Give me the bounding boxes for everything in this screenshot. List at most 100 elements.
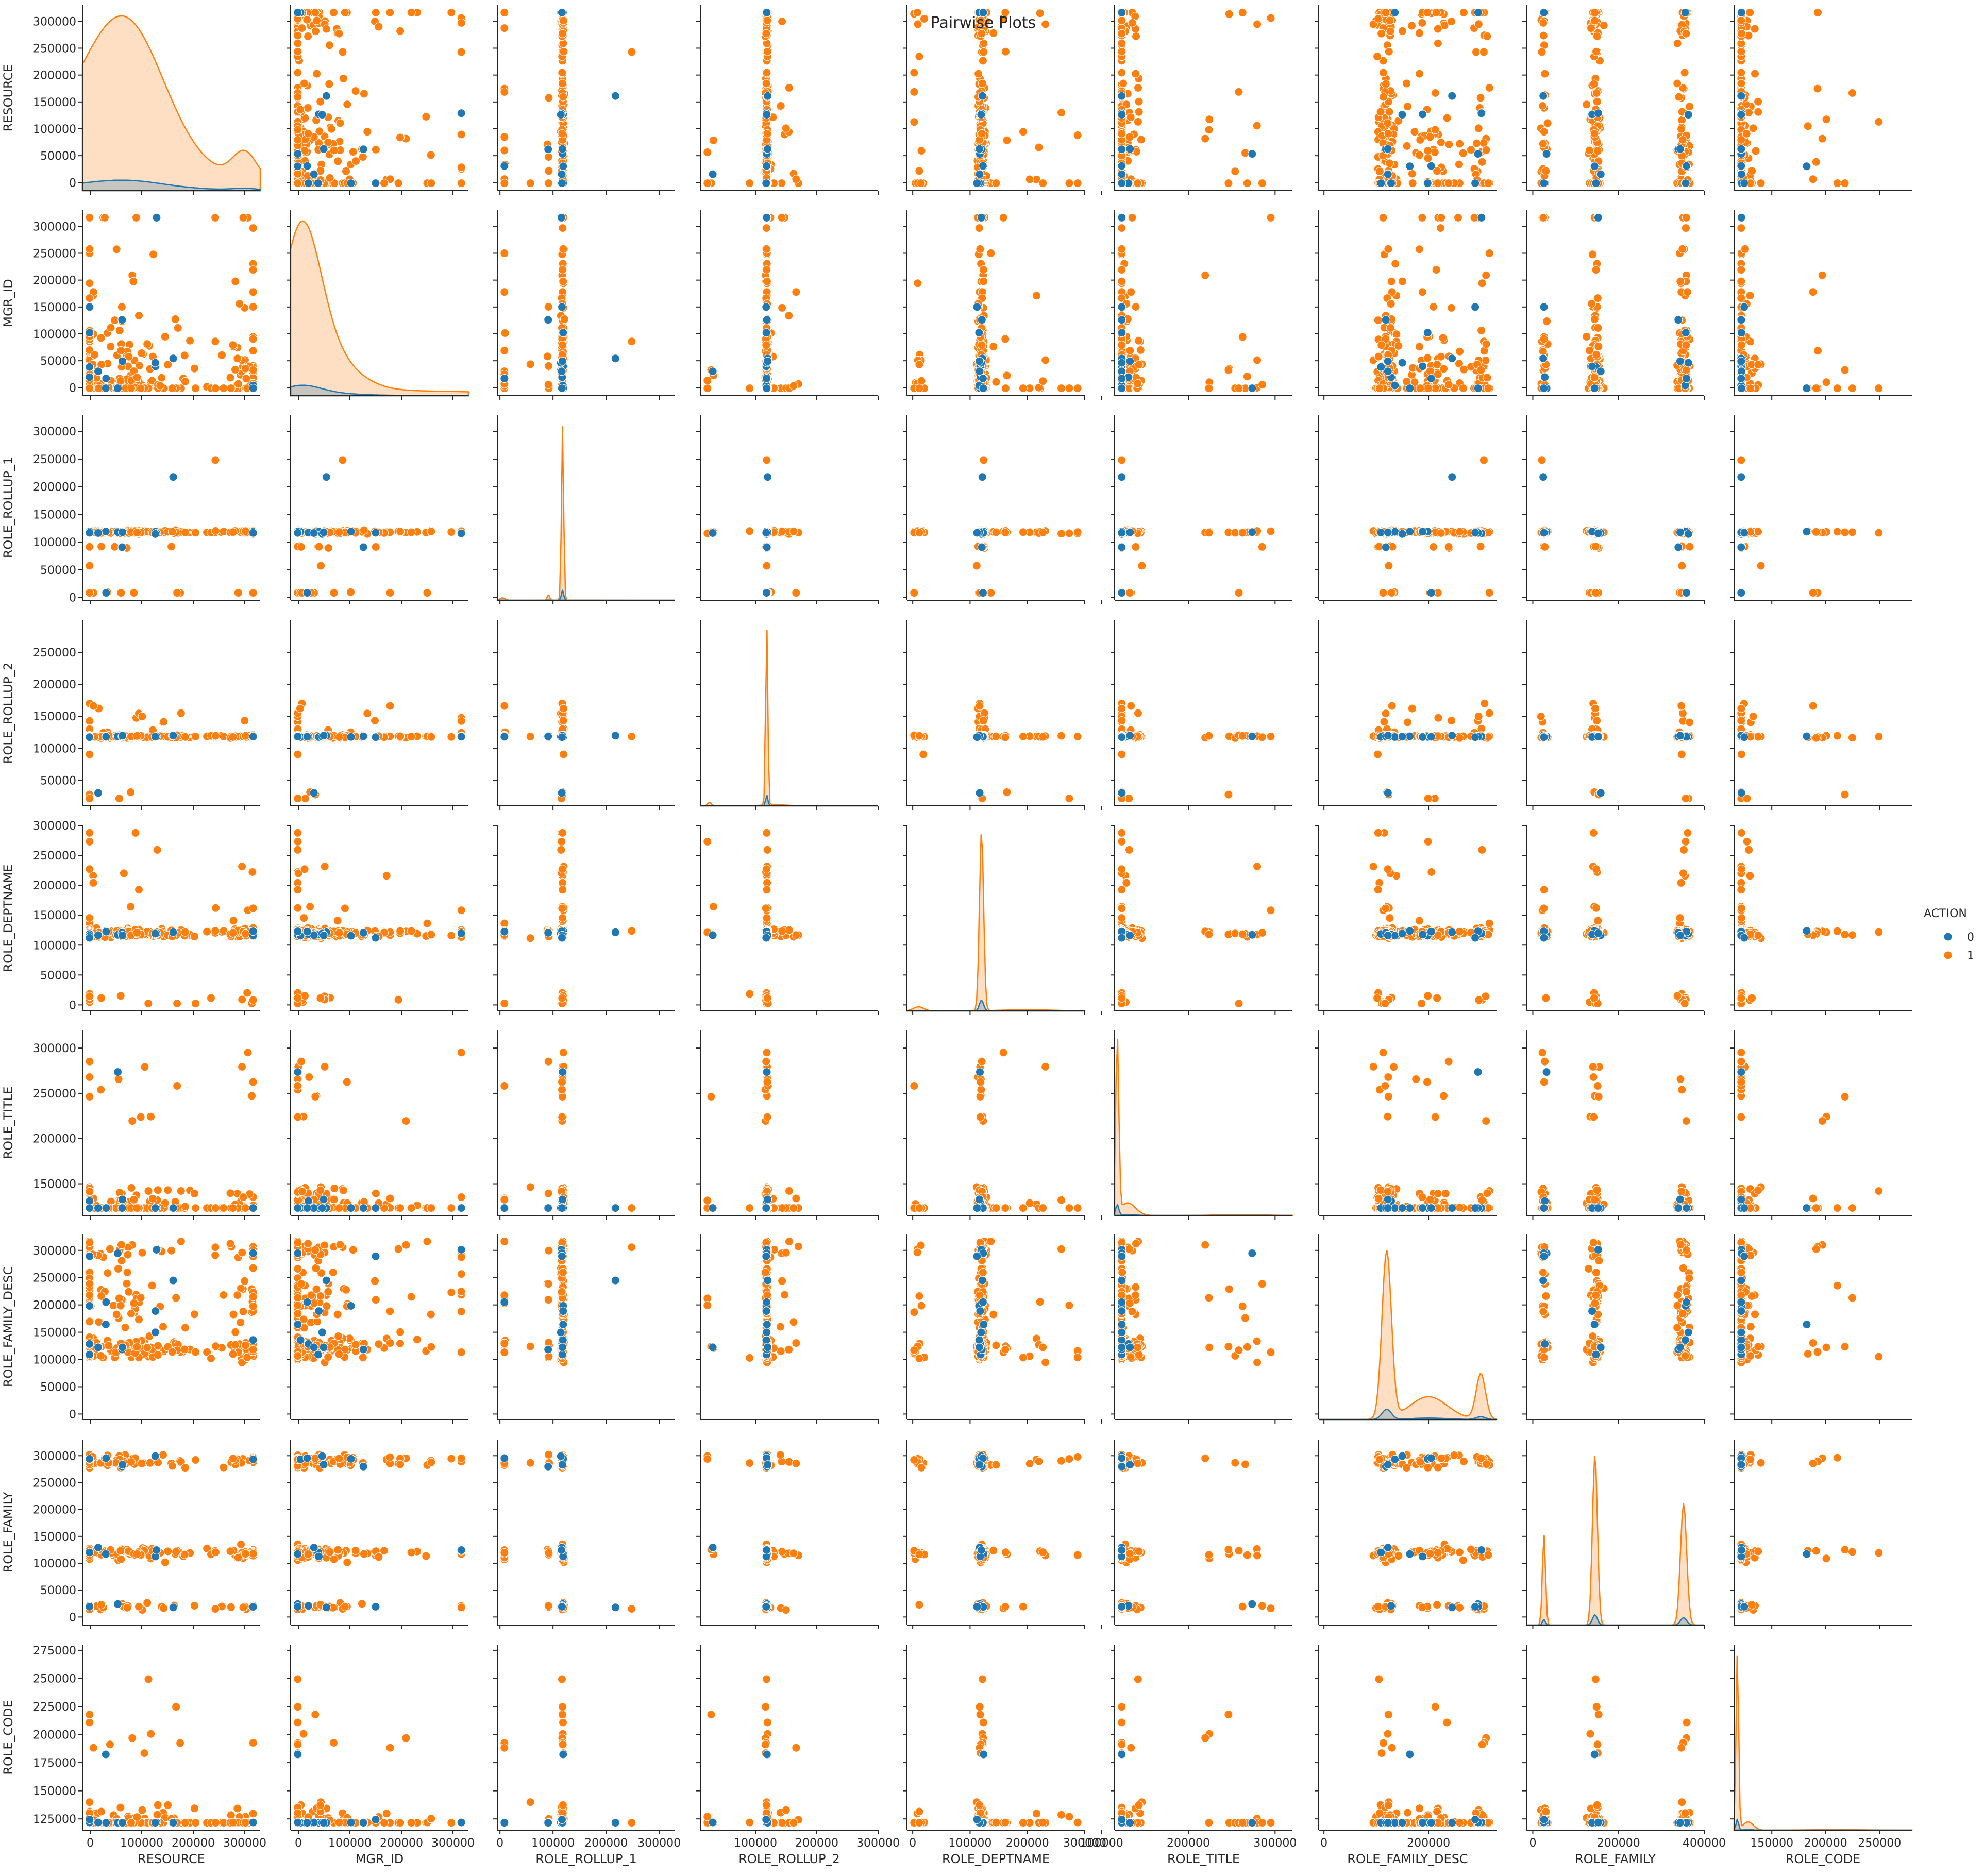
point-action-1 <box>558 265 567 275</box>
point-action-0 <box>150 358 160 367</box>
point-action-0 <box>309 170 318 179</box>
point-action-1 <box>792 288 801 297</box>
point-action-1 <box>371 145 380 154</box>
point-action-1 <box>325 173 334 182</box>
panel-mgr_id-vs-role_deptname <box>903 210 1085 400</box>
point-action-1 <box>134 311 143 320</box>
point-action-1 <box>500 288 509 297</box>
point-action-1 <box>1266 13 1275 23</box>
point-action-1 <box>191 528 200 537</box>
point-action-1 <box>976 244 985 253</box>
point-action-1 <box>137 349 146 358</box>
point-action-0 <box>762 8 771 17</box>
point-action-1 <box>1398 277 1407 286</box>
point-action-1 <box>1674 92 1684 102</box>
point-action-1 <box>1117 39 1126 48</box>
y-tick-label: 50000 <box>40 355 76 368</box>
point-action-1 <box>763 47 772 56</box>
point-action-0 <box>152 213 161 222</box>
point-action-1 <box>1737 265 1746 275</box>
point-action-1 <box>1592 47 1601 56</box>
point-action-1 <box>385 588 395 598</box>
point-action-0 <box>313 179 323 188</box>
y-tick-label: 100000 <box>33 328 76 341</box>
point-action-1 <box>180 351 189 360</box>
point-action-0 <box>1539 8 1549 17</box>
point-action-1 <box>989 342 998 351</box>
point-action-0 <box>978 91 987 100</box>
point-action-1 <box>1073 179 1082 188</box>
point-action-1 <box>1538 102 1547 110</box>
point-action-1 <box>1134 107 1144 116</box>
point-action-1 <box>1134 336 1144 345</box>
kde-area-action-0 <box>497 589 675 601</box>
point-action-0 <box>708 367 717 376</box>
point-action-1 <box>1678 244 1687 253</box>
point-action-1 <box>1136 135 1146 144</box>
point-action-1 <box>1813 346 1822 356</box>
point-action-0 <box>557 367 566 376</box>
y-tick-label: 0 <box>69 592 76 605</box>
point-action-1 <box>1131 69 1140 78</box>
point-action-1 <box>1472 47 1481 57</box>
point-action-0 <box>302 588 312 598</box>
point-action-1 <box>763 129 772 138</box>
point-action-1 <box>1201 134 1210 143</box>
point-action-1 <box>447 8 456 17</box>
point-action-1 <box>1444 179 1453 188</box>
point-action-1 <box>977 129 986 138</box>
point-action-1 <box>1429 302 1438 311</box>
point-action-1 <box>173 588 182 598</box>
point-action-1 <box>1431 125 1440 134</box>
point-action-1 <box>117 302 126 311</box>
point-action-1 <box>910 87 919 96</box>
point-action-0 <box>1737 357 1746 366</box>
point-action-1 <box>1485 249 1494 258</box>
point-action-1 <box>1128 213 1137 222</box>
point-action-1 <box>1425 132 1435 142</box>
point-action-1 <box>85 294 94 303</box>
point-action-1 <box>106 342 115 351</box>
point-action-1 <box>1117 47 1126 56</box>
point-action-1 <box>106 323 115 332</box>
point-action-1 <box>1808 175 1818 184</box>
point-action-1 <box>1742 129 1751 138</box>
point-action-1 <box>1418 288 1427 297</box>
point-action-0 <box>1376 179 1386 188</box>
point-action-1 <box>1592 97 1602 106</box>
point-action-1 <box>1041 20 1050 29</box>
point-action-0 <box>150 529 160 538</box>
point-action-0 <box>371 528 380 537</box>
panel-resource-vs-role_rollup_2 <box>696 5 879 195</box>
point-action-1 <box>1425 367 1435 376</box>
point-action-0 <box>1398 110 1407 120</box>
point-action-1 <box>1387 277 1396 286</box>
point-action-0 <box>544 145 553 154</box>
point-action-1 <box>190 364 199 373</box>
point-action-1 <box>371 543 380 551</box>
point-action-1 <box>1415 69 1424 78</box>
point-action-1 <box>1588 250 1597 259</box>
point-action-1 <box>1751 146 1760 156</box>
point-action-1 <box>211 384 220 393</box>
point-action-1 <box>1447 17 1456 26</box>
point-action-1 <box>1539 31 1548 40</box>
point-action-1 <box>1131 302 1140 311</box>
point-action-0 <box>978 161 987 171</box>
point-action-1 <box>500 346 509 355</box>
point-action-0 <box>1117 110 1126 120</box>
point-action-1 <box>1747 166 1756 176</box>
point-action-1 <box>1065 179 1074 188</box>
point-action-1 <box>329 146 339 155</box>
point-action-1 <box>500 87 509 96</box>
point-action-1 <box>1416 135 1425 144</box>
point-action-1 <box>1590 16 1600 25</box>
point-action-0 <box>763 144 772 154</box>
kde-area-action-1 <box>81 15 261 192</box>
point-action-0 <box>1448 91 1457 100</box>
point-action-0 <box>346 179 356 188</box>
point-action-1 <box>1001 384 1010 393</box>
point-action-1 <box>1593 324 1603 332</box>
point-action-0 <box>762 161 771 171</box>
